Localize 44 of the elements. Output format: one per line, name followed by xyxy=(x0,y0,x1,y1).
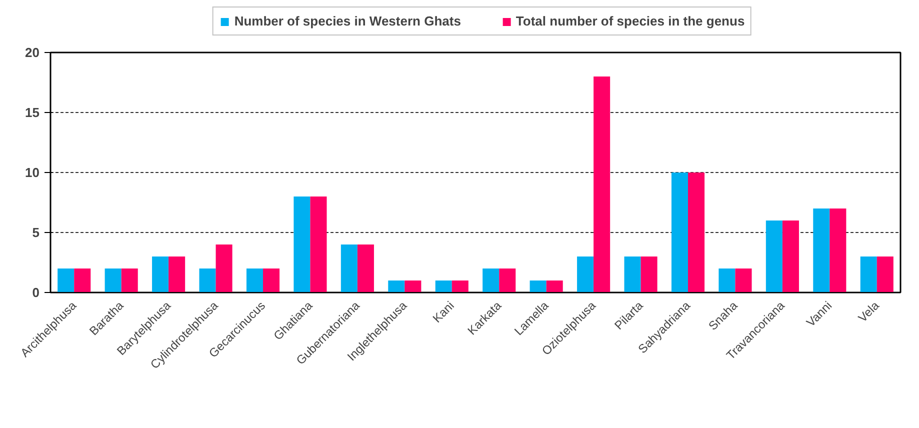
bar xyxy=(640,256,658,292)
bar xyxy=(435,280,452,292)
bar xyxy=(452,280,468,292)
bar xyxy=(860,256,877,292)
y-tick-label: 5 xyxy=(32,225,40,240)
y-tick-label: 20 xyxy=(25,45,40,60)
bar xyxy=(404,280,422,292)
bar xyxy=(671,172,688,292)
bar xyxy=(482,268,500,292)
bar xyxy=(499,268,516,292)
y-tick-label: 0 xyxy=(32,285,40,300)
bar xyxy=(246,268,263,292)
bar xyxy=(718,268,736,292)
y-tick-label: 15 xyxy=(25,105,40,120)
bar xyxy=(74,268,91,292)
bar xyxy=(357,244,374,292)
bar xyxy=(340,244,358,292)
bar xyxy=(735,268,752,292)
bar xyxy=(813,208,830,292)
legend-label: Total number of species in the genus xyxy=(516,14,745,28)
bar xyxy=(388,280,405,292)
x-tick-label: Vela xyxy=(855,298,882,325)
bar xyxy=(766,220,782,292)
bar xyxy=(688,172,705,292)
bar xyxy=(58,268,74,292)
bar xyxy=(263,268,280,292)
bar xyxy=(168,256,186,292)
bar xyxy=(199,268,216,292)
bar xyxy=(624,256,641,292)
bar xyxy=(294,196,310,292)
bar xyxy=(782,220,799,292)
bar xyxy=(104,268,122,292)
bar xyxy=(530,280,546,292)
y-tick-label: 10 xyxy=(25,165,40,180)
bar xyxy=(216,244,232,292)
bar xyxy=(546,280,563,292)
bar xyxy=(152,256,169,292)
legend-label: Number of species in Western Ghats xyxy=(234,14,461,28)
bar xyxy=(577,256,594,292)
bar xyxy=(594,76,610,292)
bar xyxy=(830,208,846,292)
bar xyxy=(310,196,327,292)
bar xyxy=(121,268,138,292)
bar xyxy=(876,256,894,292)
